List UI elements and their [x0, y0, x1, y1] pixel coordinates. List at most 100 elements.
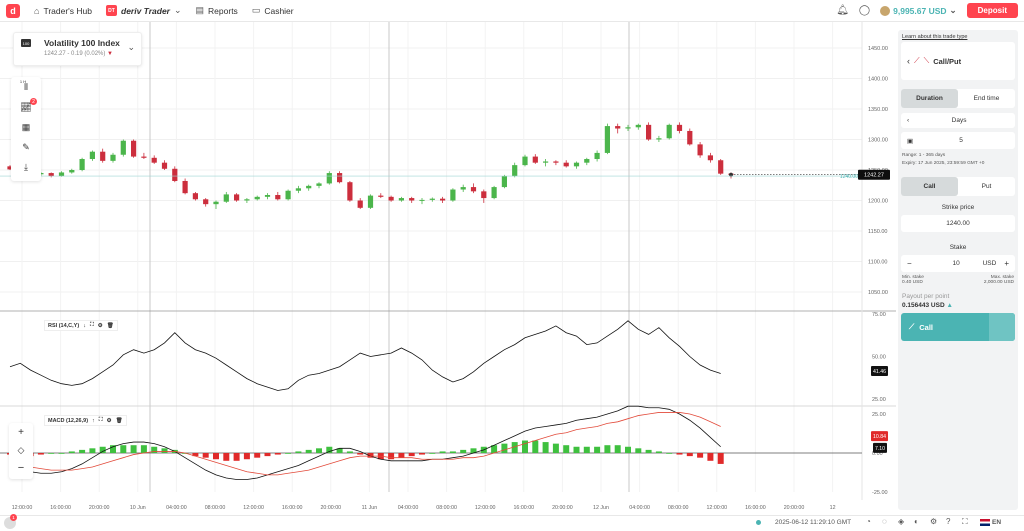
zoom-out-icon[interactable]: − — [17, 462, 25, 474]
arrow-down-icon[interactable]: ↓ — [83, 322, 86, 329]
strike-price-section: Strike price 1240.00 — [901, 201, 1015, 232]
tab-put[interactable]: Put — [981, 183, 992, 190]
tab-duration[interactable]: Duration — [901, 89, 958, 108]
candle-body — [69, 170, 75, 173]
candle-body — [470, 187, 477, 192]
macd-histogram-bar — [151, 446, 158, 453]
responsible-trading-icon[interactable]: ◈ — [898, 517, 905, 526]
uk-flag-icon — [980, 519, 990, 526]
help-icon[interactable]: ? — [946, 517, 951, 526]
time-axis-label: 20:00:00 — [89, 505, 110, 511]
notifications-bell-icon[interactable]: 🔔︎ — [836, 5, 849, 16]
deriv-trader-icon: DT — [106, 5, 117, 16]
language-selector[interactable]: EN — [980, 519, 1001, 526]
decrease-stake-icon[interactable]: − — [907, 259, 912, 268]
time-axis-label: 08:00:00 — [668, 505, 689, 511]
candle-body — [161, 162, 168, 169]
settings-gear-icon[interactable]: ⚙ — [930, 517, 938, 526]
rsi-axis-label: 25.00 — [872, 397, 886, 403]
trade-type-selector[interactable]: ‹ ⟋ ⟍ Call/Put — [901, 42, 1015, 80]
deriv-logo[interactable]: d — [6, 3, 20, 18]
call-purchase-button[interactable]: ⟋ Call — [901, 313, 1015, 341]
drawing-tools-icon[interactable]: ✎ — [22, 141, 30, 152]
candle-body — [563, 162, 569, 167]
price-axis-label: 1200.00 — [868, 199, 888, 205]
user-avatar-icon[interactable]: 1 — [4, 514, 17, 529]
nav-cashier[interactable]: ▭ Cashier — [252, 5, 294, 16]
symbol-quote: 1242.27 - 0.19 (0.02%) ▼ — [44, 51, 113, 57]
zoom-in-icon[interactable]: + — [18, 426, 24, 438]
candle-body — [326, 173, 332, 184]
stake-input[interactable]: − 10 USD + — [901, 255, 1015, 272]
app-switcher[interactable]: DT deriv Trader ⌄ — [106, 5, 182, 16]
download-icon[interactable]: ⤓ — [24, 161, 28, 172]
call-put-tabs: Call Put — [901, 177, 1015, 196]
price-chart[interactable]: 1240.00 1450.00 1400.00 1350.00 1300.00 12 50… — [0, 22, 896, 515]
candle-body — [378, 195, 384, 197]
tab-call[interactable]: Call — [901, 177, 958, 196]
candle-body — [573, 162, 580, 167]
candle-body — [244, 199, 250, 201]
settings-gear-icon[interactable]: ⚙ — [106, 417, 112, 424]
account-limits-icon[interactable]: ◐ — [914, 517, 919, 526]
strike-price-input[interactable]: 1240.00 — [901, 215, 1015, 232]
candle-body — [234, 194, 240, 201]
nav-reports[interactable]: ▤ Reports — [196, 5, 238, 16]
payout-value-row: 0.156443 USD ▲ — [902, 302, 1014, 309]
macd-histogram-bar — [223, 453, 230, 461]
account-settings-icon[interactable]: ◯ — [858, 5, 871, 16]
time-axis-label: 16:00:00 — [513, 505, 534, 511]
whatsapp-icon[interactable]: ◔ — [866, 517, 871, 526]
macd-histogram-bar — [501, 443, 508, 453]
expand-icon[interactable]: ⛶ — [98, 417, 103, 423]
duration-input[interactable]: ▣ 5 — [901, 132, 1015, 149]
rsi-indicator-label[interactable]: RSI (14,C,Y) ↓ ⛶ ⚙ 🗑︎ — [44, 320, 118, 331]
candle-body — [264, 195, 271, 197]
expand-icon[interactable]: ⛶ — [89, 322, 94, 328]
learn-trade-type-link[interactable]: Learn about this trade type — [902, 34, 968, 40]
account-balance[interactable]: 9,995.67 USD ⌄ — [880, 5, 957, 16]
settings-gear-icon[interactable]: ⚙ — [97, 322, 103, 329]
macd-histogram-bar — [707, 453, 714, 461]
reset-zoom-icon[interactable]: ◇ — [17, 444, 25, 455]
tab-end-time[interactable]: End time — [973, 95, 1000, 102]
symbol-selector[interactable]: 100 Volatility 100 Index 1242.27 - 0.19 … — [13, 32, 142, 66]
time-axis-label: 04:00:00 — [166, 505, 187, 511]
rsi-axis-label: 75.00 — [872, 312, 886, 318]
candle-body — [182, 180, 188, 194]
candle-body — [141, 156, 147, 158]
nav-traders-hub[interactable]: ⌂ Trader's Hub — [34, 6, 92, 16]
macd-indicator-label[interactable]: MACD (12,26,9) ↑ ⛶ ⚙ 🗑︎ — [44, 415, 127, 426]
arrow-up-icon[interactable]: ↑ — [92, 417, 95, 424]
delete-icon[interactable]: 🗑︎ — [106, 322, 114, 329]
candle-body — [481, 191, 487, 199]
home-icon: ⌂ — [34, 5, 40, 16]
candle-body — [604, 126, 610, 153]
macd-histogram-bar — [625, 446, 631, 453]
delete-icon[interactable]: 🗑︎ — [115, 417, 123, 424]
indicators-icon[interactable]: 📈︎ 2 — [11, 97, 41, 117]
deposit-button[interactable]: Deposit — [966, 3, 1018, 18]
candle-body — [666, 124, 672, 139]
increase-stake-icon[interactable]: + — [1004, 259, 1009, 268]
candle-body — [656, 138, 662, 140]
chart-type-candle-icon[interactable]: 1 H ⫴ — [19, 79, 28, 92]
macd-histogram-bar — [419, 453, 425, 455]
time-axis-label: 20:00:00 — [784, 505, 805, 511]
payout-value: 0.156443 USD — [902, 302, 945, 309]
candle-body — [110, 154, 116, 161]
calendar-icon: ▣ — [907, 137, 914, 145]
macd-histogram-bar — [491, 445, 498, 453]
candle-body — [48, 173, 54, 177]
duration-unit-selector[interactable]: ‹ Days — [901, 113, 1015, 128]
stake-currency: USD — [982, 260, 997, 267]
chevron-left-icon: ‹ — [907, 117, 910, 124]
macd-histogram-bar — [99, 446, 106, 453]
chart-area[interactable]: 1240.00 1450.00 1400.00 1350.00 1300.00 12 50… — [0, 22, 896, 515]
macd-histogram-bar — [439, 451, 446, 453]
macd-histogram-bar — [37, 453, 44, 455]
candle-body — [676, 124, 683, 131]
fullscreen-icon[interactable]: ⛶ — [962, 517, 968, 526]
templates-icon[interactable]: ▦ — [21, 121, 31, 132]
livechat-icon[interactable]: ◌ — [882, 517, 887, 526]
